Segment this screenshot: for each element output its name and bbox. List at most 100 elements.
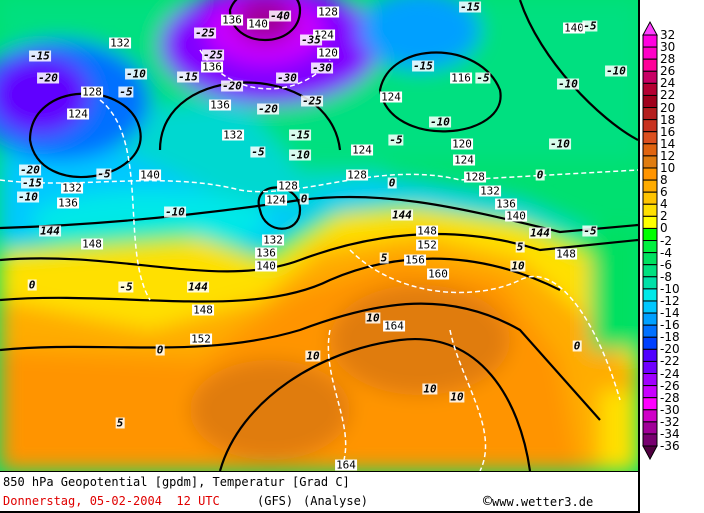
temperature-label: -20	[37, 71, 59, 85]
color-legend: 32 30 28 26 24 22 20 18 16 14 12 10 8 6 4 2 0 -2 -4 -6 -8 -10…	[640, 0, 704, 470]
temperature-label: -5	[118, 85, 134, 99]
geopotential-label: 160	[427, 267, 449, 281]
legend-label: 28	[660, 52, 676, 67]
legend-swatch	[642, 409, 658, 423]
temperature-label: 5	[115, 416, 125, 430]
temperature-label: -10	[549, 137, 571, 151]
legend-label: -14	[660, 306, 680, 321]
legend-swatch	[642, 252, 658, 266]
legend-label: -32	[660, 414, 680, 429]
temperature-label: 144	[529, 226, 551, 240]
legend-swatch	[642, 155, 658, 169]
geopotential-label: 120	[451, 137, 473, 151]
legend-swatch	[642, 348, 658, 362]
legend-swatch	[642, 119, 658, 133]
geopotential-label: 140	[139, 168, 161, 182]
legend-swatch	[642, 107, 658, 121]
legend-label: -12	[660, 293, 680, 308]
legend-swatch	[642, 264, 658, 278]
temperature-label: -10	[125, 67, 147, 81]
legend-swatch	[642, 300, 658, 314]
temperature-label: 0	[535, 168, 545, 182]
temperature-label: -10	[164, 205, 186, 219]
legend-swatch	[642, 58, 658, 72]
temperature-label: -5	[96, 167, 112, 181]
legend-label: 22	[660, 88, 676, 103]
temperature-label: 10	[422, 382, 438, 396]
legend-label: 8	[660, 173, 668, 188]
legend-label: -2	[660, 233, 672, 248]
geopotential-label: 136	[57, 196, 79, 210]
legend-label: -10	[660, 281, 680, 296]
geopotential-label: 128	[464, 170, 486, 184]
legend-label: -36	[660, 439, 680, 454]
geopotential-label: 148	[192, 303, 214, 317]
legend-swatch	[642, 34, 658, 48]
temperature-label: 5	[515, 240, 525, 254]
legend-swatch	[642, 433, 658, 447]
geopotential-label: 152	[416, 238, 438, 252]
geopotential-label: 124	[351, 143, 373, 157]
geopotential-label: 148	[555, 247, 577, 261]
geopotential-label: 120	[317, 46, 339, 60]
legend-label: 24	[660, 76, 676, 91]
temperature-label: -10	[429, 115, 451, 129]
legend-swatch	[642, 70, 658, 84]
temperature-label: 0	[27, 278, 37, 292]
geopotential-label: 164	[383, 319, 405, 333]
legend-arrow-bottom	[642, 445, 658, 461]
geopotential-label: 124	[313, 28, 335, 42]
legend-swatch	[642, 240, 658, 254]
website-link: www.wetter3.de	[492, 495, 594, 509]
legend-swatch	[642, 167, 658, 181]
geopotential-label: 124	[453, 153, 475, 167]
temperature-label: 0	[387, 176, 397, 190]
geopotential-label: 116	[450, 71, 472, 85]
temperature-label: 144	[187, 280, 209, 294]
temperature-label: -25	[194, 26, 216, 40]
temperature-label: 0	[572, 339, 582, 353]
geopotential-label: 164	[335, 458, 357, 472]
legend-label: -22	[660, 354, 680, 369]
legend-swatch	[642, 421, 658, 435]
geopotential-label: 124	[265, 193, 287, 207]
geopotential-label: 136	[495, 197, 517, 211]
geopotential-label: 124	[380, 90, 402, 104]
temperature-label: -15	[21, 176, 43, 190]
weather-map: 136 140 128 132 136 124 120 128 124 136 124 116 120 1…	[0, 0, 640, 473]
legend-label: -30	[660, 402, 680, 417]
temperature-label: -5	[118, 280, 134, 294]
temperature-label: -5	[582, 224, 598, 238]
temperature-label: 144	[391, 208, 413, 222]
temperature-label: -10	[605, 64, 627, 78]
geopotential-label: 136	[221, 13, 243, 27]
legend-label: -20	[660, 342, 680, 357]
legend-label: -28	[660, 390, 680, 405]
legend-swatch	[642, 336, 658, 350]
legend-label: -8	[660, 269, 672, 284]
geopotential-contours	[0, 0, 638, 471]
temperature-label: 10	[365, 311, 381, 325]
temperature-label: 5	[379, 251, 389, 265]
geopotential-label: 128	[81, 85, 103, 99]
temperature-label: 10	[449, 390, 465, 404]
legend-swatch	[642, 397, 658, 411]
geopotential-label: 128	[277, 179, 299, 193]
legend-swatch	[642, 360, 658, 375]
geopotential-label: 148	[416, 224, 438, 238]
temperature-label: -20	[19, 163, 41, 177]
legend-swatch	[642, 312, 658, 326]
temperature-label: 0	[299, 192, 309, 206]
geopotential-label: 140	[255, 259, 277, 273]
geopotential-label: 132	[479, 184, 501, 198]
temperature-label: 144	[39, 224, 61, 238]
temperature-label: -20	[257, 102, 279, 116]
legend-label: 20	[660, 100, 676, 115]
legend-label: -24	[660, 366, 680, 381]
legend-arrow-top	[642, 20, 658, 36]
legend-swatch	[642, 46, 658, 60]
geopotential-label: 140	[505, 209, 527, 223]
temperature-label: -30	[311, 61, 333, 75]
legend-swatch	[642, 82, 658, 96]
temperature-label: -10	[557, 77, 579, 91]
